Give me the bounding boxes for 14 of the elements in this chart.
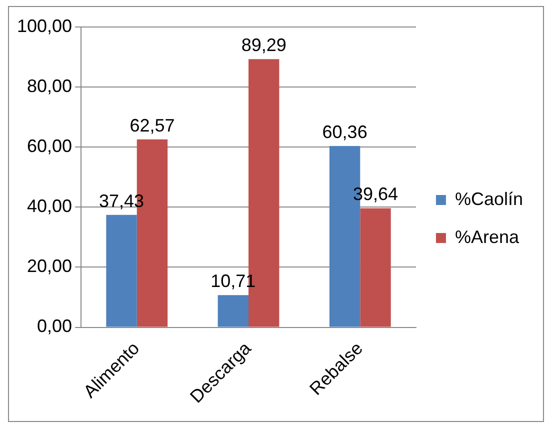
y-tick-label: 40,00: [27, 196, 72, 216]
data-label: 62,57: [130, 115, 175, 136]
bar: [218, 295, 249, 327]
y-tick-label: 80,00: [27, 76, 72, 96]
legend-label: %Caolín: [454, 188, 524, 209]
y-tick-label: 100,00: [16, 16, 72, 36]
legend-label: %Arena: [454, 226, 520, 247]
bar: [360, 208, 391, 327]
y-tick-label: 60,00: [27, 136, 72, 156]
bar: [106, 214, 137, 327]
y-tick-label: 0,00: [37, 316, 72, 336]
y-tick-label: 20,00: [27, 256, 72, 276]
data-label: 89,29: [241, 35, 286, 56]
data-label: 60,36: [322, 122, 368, 142]
